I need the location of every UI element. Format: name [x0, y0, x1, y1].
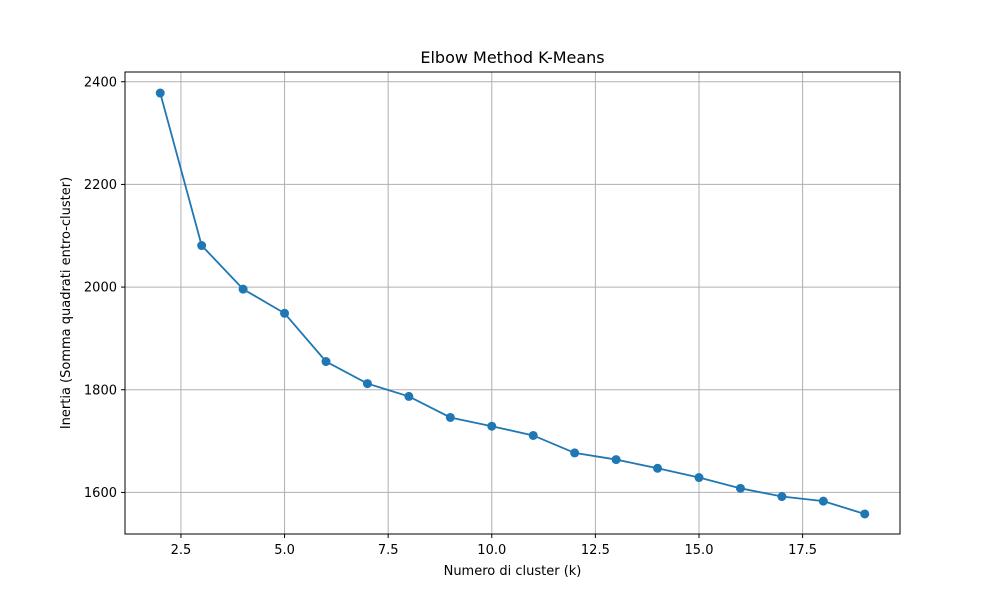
x-tick-label: 12.5	[581, 543, 610, 558]
data-point-k5	[280, 308, 290, 318]
y-tick-label: 1800	[84, 383, 117, 398]
data-point-k6	[321, 357, 331, 367]
chart-title: Elbow Method K-Means	[420, 48, 604, 67]
x-tick-label: 17.5	[788, 543, 817, 558]
data-point-k10	[487, 421, 497, 431]
x-tick-label: 10.0	[477, 543, 506, 558]
data-point-k13	[611, 455, 621, 465]
data-point-k7	[362, 379, 372, 389]
data-point-k2	[155, 88, 165, 98]
data-point-k19	[860, 509, 870, 519]
y-axis-label: Inertia (Somma quadrati entro-cluster)	[59, 177, 74, 429]
data-point-k4	[238, 284, 248, 294]
series-line	[159, 92, 866, 515]
grid	[125, 72, 900, 534]
plot-area-frame	[124, 71, 901, 535]
x-tick-label: 15.0	[685, 543, 714, 558]
data-point-k12	[570, 448, 580, 458]
data-point-k3	[197, 241, 207, 251]
data-point-k16	[735, 483, 745, 493]
x-tick-label: 2.5	[171, 543, 192, 558]
data-point-k18	[818, 496, 828, 506]
y-tick-label: 2400	[84, 75, 117, 90]
ticks: 2.5 5.0 7.5 10.0 12.5 15.0 17.5 1600 1800 2000 220…	[84, 75, 817, 558]
data-point-k14	[653, 463, 663, 473]
x-axis-label: Numero di cluster (k)	[444, 564, 582, 579]
data-point-k15	[694, 473, 704, 483]
data-point-k9	[445, 412, 455, 422]
data-point-k8	[404, 391, 414, 401]
y-tick-label: 1600	[84, 486, 117, 501]
data-point-k11	[528, 430, 538, 440]
x-tick-label: 7.5	[378, 543, 399, 558]
y-tick-label: 2000	[84, 281, 117, 296]
x-tick-label: 5.0	[274, 543, 295, 558]
series-layer	[155, 88, 870, 519]
y-tick-label: 2200	[84, 178, 117, 193]
data-point-k17	[777, 492, 787, 502]
